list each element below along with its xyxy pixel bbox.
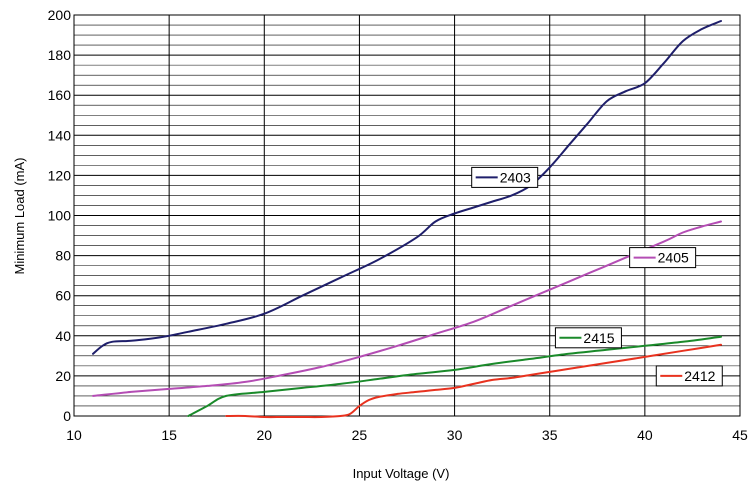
- x-tick-label: 20: [256, 427, 272, 443]
- x-tick-label: 25: [352, 427, 368, 443]
- legend-box: [655, 365, 723, 387]
- y-tick-label: 100: [48, 208, 72, 224]
- series-line-2403: [92, 20, 722, 355]
- x-tick-label: 10: [66, 427, 82, 443]
- y-tick-label: 0: [63, 408, 71, 424]
- y-tick-label: 20: [55, 368, 71, 384]
- y-tick-label: 180: [48, 47, 72, 63]
- series-line-2412: [225, 343, 722, 419]
- x-tick-label: 40: [637, 427, 653, 443]
- y-tick-label: 40: [55, 328, 71, 344]
- legend-label: 2403: [500, 169, 531, 185]
- legend-item-2405: 2405: [629, 247, 697, 269]
- legend-label: 2412: [684, 368, 715, 384]
- series-lines: [92, 20, 722, 419]
- series-line-2415: [187, 335, 722, 417]
- legend-label: 2405: [658, 250, 689, 266]
- x-axis-ticks: 10 15 20 25 30 35 40 45: [66, 427, 748, 443]
- minor-gridlines: [74, 24, 740, 407]
- series-line-2405: [92, 220, 722, 397]
- y-tick-label: 120: [48, 167, 72, 183]
- x-tick-label: 15: [161, 427, 177, 443]
- legend-item-2403: 2403: [471, 166, 539, 188]
- legend-item-2412: 2412: [655, 365, 723, 387]
- y-tick-label: 60: [55, 288, 71, 304]
- x-tick-label: 35: [542, 427, 558, 443]
- y-tick-label: 140: [48, 127, 72, 143]
- x-axis-title: Input Voltage (V): [353, 466, 450, 481]
- y-axis-ticks: 0 20 40 60 80 100 120 140 160 180 200: [48, 7, 72, 424]
- legend-labels: 2403 2405 2415 2412: [471, 166, 723, 387]
- y-tick-label: 80: [55, 248, 71, 264]
- y-axis-title: Minimum Load (mA): [12, 157, 27, 274]
- plot-area-frame: [73, 14, 741, 417]
- x-tick-label: 30: [447, 427, 463, 443]
- y-tick-label: 160: [48, 87, 72, 103]
- x-tick-label: 45: [732, 427, 748, 443]
- legend-label: 2415: [583, 330, 614, 346]
- legend-box: [471, 166, 539, 188]
- legend-item-2415: 2415: [554, 327, 622, 349]
- legend-box: [629, 247, 697, 269]
- legend-box: [554, 327, 622, 349]
- y-tick-label: 200: [48, 7, 72, 23]
